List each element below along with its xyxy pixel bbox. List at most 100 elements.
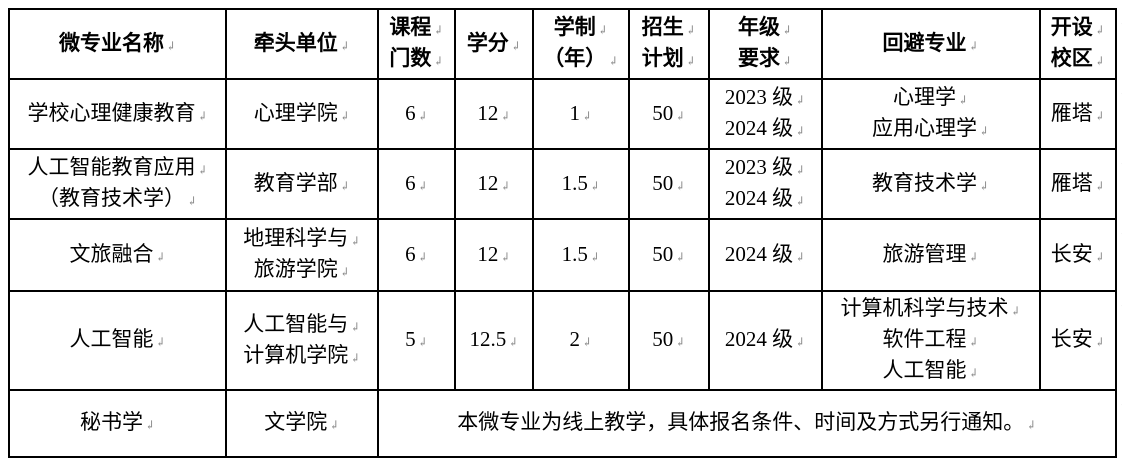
table-cell: 长安 ↲ xyxy=(1038,290,1118,391)
cell-text: 秘书学 ↲ xyxy=(79,410,156,434)
cell-text: 牵头单位 ↲ xyxy=(253,30,350,55)
paragraph-mark-icon: ↲ xyxy=(979,124,990,138)
paragraph-mark-icon: ↲ xyxy=(197,108,208,123)
cell-text: 2023 级 ↲ xyxy=(724,155,806,179)
table-cell: 心理学院 ↲ xyxy=(224,78,379,150)
cell-text: 6 ↲ xyxy=(405,170,428,195)
paragraph-mark-icon: ↲ xyxy=(795,194,806,208)
paragraph-mark-icon: ↲ xyxy=(581,108,593,123)
table-row: 学校心理健康教育 ↲ 心理学院 ↲ 6 ↲ 12 ↲ 1 ↲ 50 ↲ 2023 级 ↲ 2024 级 ↲ 心理… xyxy=(8,78,1118,150)
cell-text: 12 ↲ xyxy=(477,170,511,195)
cell-text: 计划 ↲ xyxy=(641,46,696,70)
paragraph-mark-icon: ↲ xyxy=(685,23,696,37)
cell-text: 50 ↲ xyxy=(652,327,686,351)
table-row: 秘书学 ↲ 文学院 ↲ 本微专业为线上教学，具体报名条件、时间及方式另行通知。 ↲ xyxy=(8,389,1118,458)
paragraph-mark-icon: ↲ xyxy=(675,335,686,349)
paragraph-mark-icon: ↲ xyxy=(608,54,619,68)
row-end-mark-icon: ↲ xyxy=(1119,226,1122,238)
table-cell: 6 ↲ xyxy=(376,218,457,292)
paragraph-mark-icon: ↲ xyxy=(685,54,696,68)
table-row: 文旅融合 ↲ 地理科学与 ↲ 旅游学院 ↲ 6 ↲ 12 ↲ 1.5 ↲ 50 ↲ 2024 级 ↲ 旅游管理 ↲… xyxy=(8,218,1118,292)
cell-text: 应用心理学 ↲ xyxy=(872,116,990,140)
cell-text: 年级 ↲ xyxy=(738,15,793,39)
cell-text: 文旅融合 ↲ xyxy=(69,241,166,266)
paragraph-mark-icon: ↲ xyxy=(339,108,350,123)
table-cell: 人工智能 ↲ xyxy=(8,290,227,391)
paragraph-mark-icon: ↲ xyxy=(510,38,521,53)
paragraph-mark-icon: ↲ xyxy=(782,54,793,68)
cell-text: 雁塔 ↲ xyxy=(1050,100,1105,125)
header-row: 微专业名称 ↲ 牵头单位 ↲ 课程 ↲ 门数 ↲ 学分 ↲ 学制 ↲ （年） ↲ 招生 ↲ 计划 ↲ 年级 ↲ 要求 ↲ 回… xyxy=(8,8,1118,80)
cell-text: 计算机科学与技术 ↲ xyxy=(840,296,1021,320)
paragraph-mark-icon: ↲ xyxy=(597,23,608,37)
paragraph-mark-icon: ↲ xyxy=(589,249,600,264)
cell-text: 微专业名称 ↲ xyxy=(58,30,177,55)
paragraph-mark-icon: ↲ xyxy=(968,335,979,349)
cell-text: 2024 级 ↲ xyxy=(724,116,806,140)
column-header: 学分 ↲ xyxy=(454,8,534,80)
cell-text: 心理学院 ↲ xyxy=(253,100,350,125)
table-cell: 人工智能与 ↲ 计算机学院 ↲ xyxy=(224,290,379,391)
cell-text: 2 ↲ xyxy=(569,327,593,351)
paragraph-mark-icon: ↲ xyxy=(500,178,511,193)
column-header: 学制 ↲ （年） ↲ xyxy=(531,8,630,80)
table-cell: 文旅融合 ↲ xyxy=(8,218,227,292)
cell-text: 地理科学与 ↲ xyxy=(243,226,361,250)
cell-text: 雁塔 ↲ xyxy=(1050,170,1105,195)
paragraph-mark-icon: ↲ xyxy=(1094,23,1105,37)
column-header: 课程 ↲ 门数 ↲ xyxy=(376,8,457,80)
table-cell: 2024 级 ↲ xyxy=(707,290,823,391)
table-cell: 12 ↲ xyxy=(454,78,534,150)
table-cell: 12.5 ↲ xyxy=(454,290,534,391)
table-cell: 秘书学 ↲ xyxy=(8,389,227,458)
cell-text: 招生 ↲ xyxy=(641,15,696,39)
paragraph-mark-icon: ↲ xyxy=(144,418,156,432)
paragraph-mark-icon: ↲ xyxy=(155,249,166,264)
table-cell: 心理学 ↲ 应用心理学 ↲ xyxy=(820,78,1041,150)
table-cell: 1.5 ↲ xyxy=(531,218,630,292)
paragraph-mark-icon: ↲ xyxy=(968,366,979,380)
table-cell: 12 ↲ xyxy=(454,148,534,220)
table-cell: 雁塔 ↲ xyxy=(1038,78,1118,150)
table-cell: 地理科学与 ↲ 旅游学院 ↲ xyxy=(224,218,379,292)
table-cell: 文学院 ↲ xyxy=(224,389,379,458)
paragraph-mark-icon: ↲ xyxy=(968,249,979,264)
table-cell: 教育学部 ↲ xyxy=(224,148,379,220)
column-header: 开设 ↲ 校区 ↲ xyxy=(1038,8,1118,80)
table-cell: 2 ↲ xyxy=(531,290,630,391)
paragraph-mark-icon: ↲ xyxy=(589,178,600,193)
cell-text: 学校心理健康教育 ↲ xyxy=(27,100,208,125)
table-cell: 旅游管理 ↲ xyxy=(820,218,1041,292)
cell-text: 人工智能与 ↲ xyxy=(243,311,361,336)
table-cell: 人工智能教育应用 ↲ （教育技术学） ↲ xyxy=(8,148,227,220)
cell-text: 教育学部 ↲ xyxy=(253,170,350,195)
cell-text: 心理学 ↲ xyxy=(893,85,969,109)
paragraph-mark-icon: ↲ xyxy=(339,265,350,279)
paragraph-mark-icon: ↲ xyxy=(417,108,428,123)
paragraph-mark-icon: ↲ xyxy=(433,54,444,68)
paragraph-mark-icon: ↲ xyxy=(417,335,428,349)
paragraph-mark-icon: ↲ xyxy=(433,23,444,37)
table-row: 人工智能 ↲ 人工智能与 ↲ 计算机学院 ↲ 5 ↲ 12.5 ↲ 2 ↲ 50 ↲ 2024 级 ↲ 计算机科… xyxy=(8,290,1118,391)
table-cell: 学校心理健康教育 ↲ xyxy=(8,78,227,150)
cell-text: 文学院 ↲ xyxy=(264,410,340,434)
cell-text: 2024 级 ↲ xyxy=(724,241,806,266)
column-header: 年级 ↲ 要求 ↲ xyxy=(707,8,823,80)
table-cell: 12 ↲ xyxy=(454,218,534,292)
cell-text: 人工智能 ↲ xyxy=(882,358,979,382)
paragraph-mark-icon: ↲ xyxy=(500,249,511,264)
paragraph-mark-icon: ↲ xyxy=(417,178,428,193)
row-end-mark-icon: ↲ xyxy=(1119,16,1122,28)
cell-text: 2023 级 ↲ xyxy=(724,85,806,109)
column-header: 回避专业 ↲ xyxy=(820,8,1041,80)
cell-text: 2024 级 ↲ xyxy=(724,327,806,351)
row-end-mark-icon: ↲ xyxy=(1119,397,1122,409)
paragraph-mark-icon: ↲ xyxy=(675,249,686,264)
paragraph-mark-icon: ↲ xyxy=(1094,178,1105,193)
paragraph-mark-icon: ↲ xyxy=(1094,335,1105,349)
paragraph-mark-icon: ↲ xyxy=(508,335,519,349)
cell-text: 软件工程 ↲ xyxy=(882,327,979,351)
row-end-mark-icon: ↲ xyxy=(1119,86,1122,98)
table-cell: 50 ↲ xyxy=(627,218,710,292)
